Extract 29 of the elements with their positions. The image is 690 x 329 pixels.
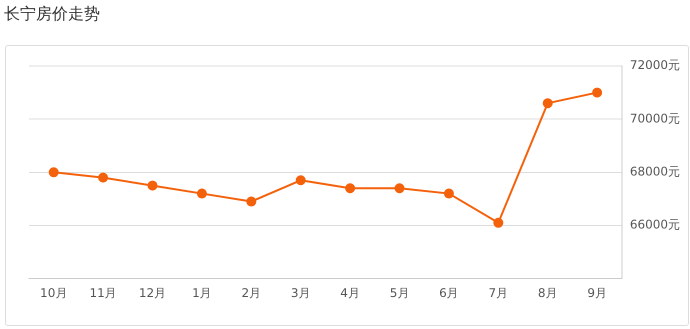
point xyxy=(592,88,602,98)
x-tick-label: 12月 xyxy=(138,286,166,300)
y-tick-label: 70000元 xyxy=(630,111,680,126)
chart-title: 长宁房价走势 xyxy=(4,4,100,25)
x-tick-label: 1月 xyxy=(192,286,212,300)
x-tick-label: 3月 xyxy=(290,286,311,300)
x-tick-label: 7月 xyxy=(488,286,508,300)
point xyxy=(394,183,405,194)
point xyxy=(196,188,207,199)
x-tick-label: 9月 xyxy=(587,286,607,300)
point xyxy=(246,196,256,207)
x-tick-label: 5月 xyxy=(390,286,410,300)
point xyxy=(542,98,553,108)
point xyxy=(48,167,59,178)
x-tick-label: 4月 xyxy=(340,286,360,300)
point xyxy=(493,218,504,228)
x-tick-label: 6月 xyxy=(439,286,459,300)
y-tick-label: 66000元 xyxy=(630,218,680,232)
x-tick-label: 8月 xyxy=(538,286,558,300)
y-tick-label: 68000元 xyxy=(630,164,680,178)
point xyxy=(148,180,158,191)
x-tick-label: 2月 xyxy=(241,286,262,300)
x-tick-label: 11月 xyxy=(89,286,117,300)
x-tick-label: 10月 xyxy=(40,286,68,300)
y-tick-label: 72000元 xyxy=(630,58,680,72)
point xyxy=(345,183,356,194)
point xyxy=(296,175,306,186)
point xyxy=(444,188,454,199)
point xyxy=(98,172,108,183)
